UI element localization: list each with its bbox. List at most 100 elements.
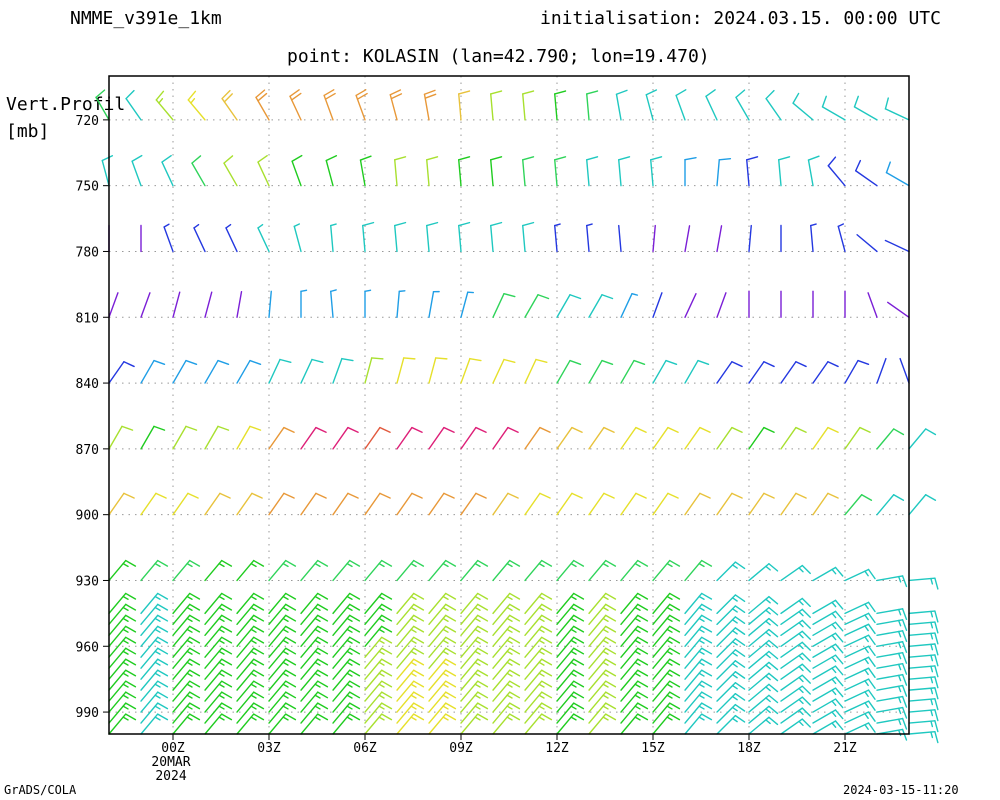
wind-barb-flag	[801, 597, 811, 608]
wind-barb-flag	[253, 636, 265, 644]
wind-barb	[556, 592, 585, 615]
wind-barb-flag	[324, 92, 336, 100]
wind-barb-shaft	[856, 234, 878, 253]
wind-barb	[716, 225, 723, 253]
wind-barb-flag	[509, 603, 521, 611]
wind-barb	[268, 658, 297, 680]
wind-barb	[460, 658, 489, 680]
wind-barb	[204, 625, 233, 647]
wind-barb-half-flag	[218, 661, 225, 666]
wind-barb-half-flag	[897, 619, 902, 627]
wind-barb	[300, 702, 329, 724]
wind-barb	[492, 293, 516, 318]
wind-barb-flag	[569, 294, 582, 300]
wind-barb-flag	[834, 687, 844, 698]
wind-barb-flag	[734, 703, 746, 712]
x-tick-label: 15Z	[641, 741, 665, 756]
wind-barb-half-flag	[250, 617, 257, 622]
wind-barb-half-flag	[364, 289, 372, 292]
wind-barb	[293, 223, 302, 253]
wind-barb-flag	[605, 592, 617, 600]
wind-barb-half-flag	[250, 606, 257, 611]
wind-barb-half-flag	[410, 705, 417, 710]
wind-barb-half-flag	[798, 665, 804, 672]
wind-barb-flag	[413, 669, 425, 677]
wind-barb-shaft	[108, 361, 125, 384]
wind-barb-half-flag	[930, 676, 934, 684]
wind-barb-flag	[734, 627, 746, 635]
wind-barb-flag	[537, 294, 550, 300]
wind-barb-shaft	[684, 225, 691, 253]
wind-barb-half-flag	[330, 289, 337, 293]
wind-barb	[876, 357, 887, 384]
wind-barb	[780, 652, 811, 669]
wind-barb-flag	[349, 603, 361, 611]
wind-barb-half-flag	[831, 711, 837, 717]
wind-barb	[204, 713, 233, 735]
wind-barb	[684, 293, 697, 318]
wind-barb-flag	[573, 614, 585, 622]
wind-barb	[652, 702, 681, 724]
wind-barb-flag	[157, 636, 169, 644]
wind-barb	[108, 636, 137, 658]
wind-barb-half-flag	[831, 700, 837, 707]
wind-barb-flag	[411, 492, 423, 499]
wind-barb-flag	[834, 709, 844, 720]
wind-barb	[652, 426, 679, 450]
wind-barb-shaft	[204, 359, 219, 384]
wind-barb-half-flag	[282, 694, 289, 699]
wind-barb-half-flag	[634, 683, 641, 688]
wind-barb-flag	[701, 647, 713, 655]
wind-barb	[323, 89, 336, 121]
wind-barb-half-flag	[864, 680, 869, 687]
wind-barb-half-flag	[410, 628, 417, 633]
wind-barb-flag	[697, 359, 710, 366]
wind-barb-shaft	[426, 224, 430, 253]
wind-barb	[620, 625, 649, 647]
wind-barb-flag	[413, 559, 425, 567]
wind-barb-half-flag	[798, 567, 804, 573]
wind-barb	[396, 426, 423, 450]
wind-barb-half-flag	[698, 595, 705, 600]
wind-barb	[396, 669, 425, 691]
wind-barb-flag	[125, 603, 137, 611]
wind-barb-half-flag	[378, 694, 385, 699]
wind-barb-shaft	[887, 301, 910, 318]
wind-barb-half-flag	[474, 562, 481, 568]
wind-barb	[780, 663, 811, 680]
wind-barb-flag	[934, 709, 939, 722]
wind-barb-half-flag	[346, 650, 353, 655]
wind-barb-flag	[253, 691, 265, 699]
wind-barb	[652, 658, 681, 680]
wind-barb	[172, 492, 199, 516]
wind-barb	[140, 292, 151, 318]
wind-barb-shaft	[492, 492, 509, 516]
wind-barb-half-flag	[538, 683, 545, 688]
x-tick-label: 00Z	[161, 741, 185, 756]
wind-barb-flag	[768, 639, 779, 649]
wind-barb-flag	[573, 702, 585, 710]
wind-barb	[300, 592, 329, 615]
wind-barb	[108, 559, 137, 582]
x-date-label: 20MAR	[151, 755, 190, 770]
wind-barb-flag	[669, 614, 681, 622]
wind-barb-half-flag	[538, 606, 545, 611]
wind-barb	[684, 359, 710, 384]
wind-barb-half-flag	[378, 683, 385, 688]
wind-barb-half-flag	[731, 695, 738, 701]
wind-barb-half-flag	[602, 705, 609, 710]
wind-barb-flag	[125, 89, 135, 100]
wind-barb	[524, 294, 550, 318]
wind-barb	[844, 678, 876, 691]
wind-barb-flag	[667, 492, 679, 499]
wind-barb-half-flag	[634, 562, 641, 568]
wind-barb-flag	[637, 658, 649, 666]
wind-barb	[556, 426, 583, 450]
wind-barb-flag	[768, 606, 779, 616]
wind-barb	[588, 702, 617, 724]
wind-barb-half-flag	[154, 617, 161, 622]
wind-barb-flag	[509, 592, 521, 600]
wind-barb-half-flag	[186, 716, 193, 721]
wind-barb	[876, 608, 908, 621]
wind-barb-flag	[669, 702, 681, 710]
